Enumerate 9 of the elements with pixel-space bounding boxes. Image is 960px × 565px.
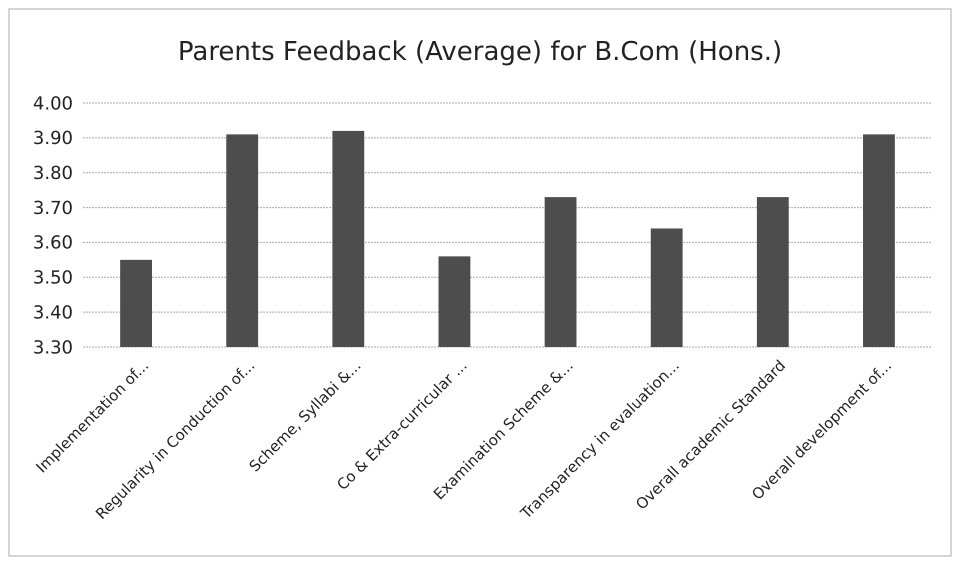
y-tick-label: 3.40 (32, 302, 73, 324)
chart-title: Parents Feedback (Average) for B.Com (Hons.) (178, 37, 782, 67)
y-tick-label: 3.70 (32, 198, 73, 219)
y-tick-label: 3.90 (32, 128, 73, 150)
y-tick-label: 3.80 (32, 163, 73, 184)
y-tick-label: 3.30 (32, 337, 73, 358)
y-tick-label: 3.50 (32, 268, 73, 289)
y-tick-label: 4.00 (32, 93, 73, 114)
y-tick-label: 3.60 (32, 232, 73, 254)
